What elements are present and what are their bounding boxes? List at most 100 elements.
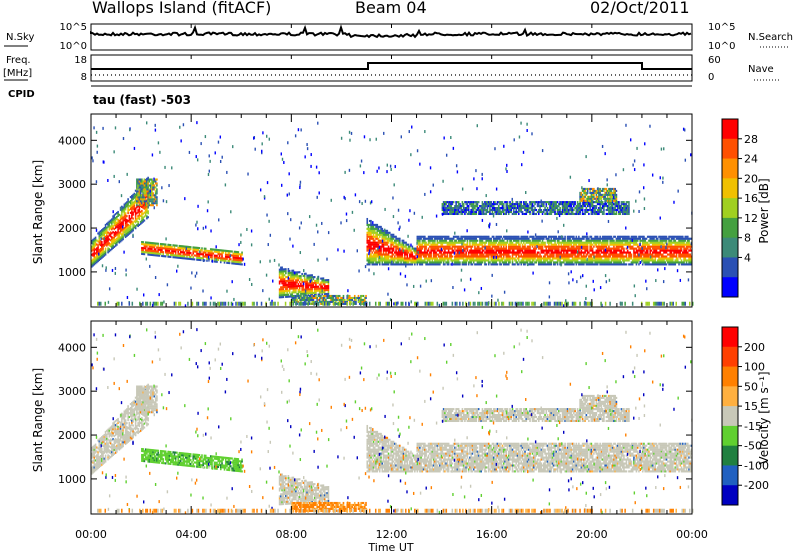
power-cell [461,253,464,256]
power-cell [392,259,395,262]
power-cell [306,276,308,279]
power-cell [573,263,575,266]
power-cell [367,225,370,228]
power-cell [466,239,469,242]
power-cell [291,294,293,298]
power-cell [106,230,108,233]
power-cell [127,227,129,230]
power-cell [456,251,459,254]
power-cell [325,285,327,288]
power-cell [367,247,370,250]
power-cell [94,244,97,247]
power-cell [103,242,106,245]
power-cell [447,241,450,244]
power-cell [113,235,116,239]
power-cell [308,298,311,301]
power-cell [459,245,461,248]
power-cell [399,243,401,246]
power-cell [172,256,174,259]
power-cell [102,251,104,254]
power-cell [282,280,285,283]
power-cell [311,288,313,291]
power-cell [102,230,104,233]
power-cell [123,231,126,234]
power-cell [432,239,435,242]
power-cell [93,241,96,244]
power-cell [213,250,216,253]
power-cell [541,239,544,242]
power-cell [372,239,375,242]
power-cell [106,244,108,247]
power-cell [447,249,450,252]
power-cell [470,253,472,256]
power-cell [154,250,157,253]
power-cell [563,251,565,254]
power-cell [550,241,553,244]
power-cell [311,294,313,298]
power-cell [481,251,484,254]
power-cell [327,282,330,286]
power-cell [459,253,461,256]
power-cell [111,228,113,231]
power-cell [149,204,152,207]
power-cell [659,251,662,254]
power-cell [153,198,156,201]
power-cell [386,249,389,252]
power-cell [449,253,451,256]
power-cell [189,248,192,251]
power-cell [484,261,486,264]
power-cell [470,249,472,252]
power-cell [381,227,384,230]
power-cell [123,209,126,212]
power-cell [390,245,392,248]
power-cell [432,257,435,260]
power-cell [142,182,144,185]
power-cell [291,298,293,301]
power-cell [366,259,369,262]
power-cell [382,259,385,262]
power-cell [156,242,158,245]
power-cell [472,237,475,240]
power-cell [141,205,143,208]
power-cell [306,288,308,291]
power-cell [470,235,472,238]
power-cell [149,200,152,203]
power-cell [381,261,384,264]
power-cell [221,259,223,262]
power-cell [97,240,99,243]
power-cell [377,225,380,228]
power-cell [439,249,441,252]
power-cell [440,251,442,254]
power-cell [153,244,156,247]
power-cell [441,239,444,242]
power-cell [143,253,146,256]
power-cell [327,290,330,293]
power-cell [296,300,298,303]
power-cell [146,251,148,254]
power-cell [94,240,97,243]
power-cell [129,211,132,214]
power-cell [162,247,164,250]
power-cell [143,188,146,191]
power-cell [151,192,153,195]
power-cell [239,263,242,266]
power-cell [477,263,480,266]
power-cell [112,227,114,230]
power-cell [427,243,430,246]
power-cell [320,289,322,292]
power-cell [436,259,439,262]
power-cell [367,257,370,260]
power-cell [152,204,154,207]
power-cell [417,239,420,242]
power-cell [446,243,449,246]
power-cell [377,255,380,258]
power-cell [144,210,147,213]
power-cell [500,245,503,248]
power-cell [551,259,554,262]
power-cell [98,235,101,238]
power-cell [296,271,298,274]
power-cell [522,259,525,262]
power-cell [446,245,449,248]
power-cell [355,300,357,303]
power-cell [362,294,365,298]
